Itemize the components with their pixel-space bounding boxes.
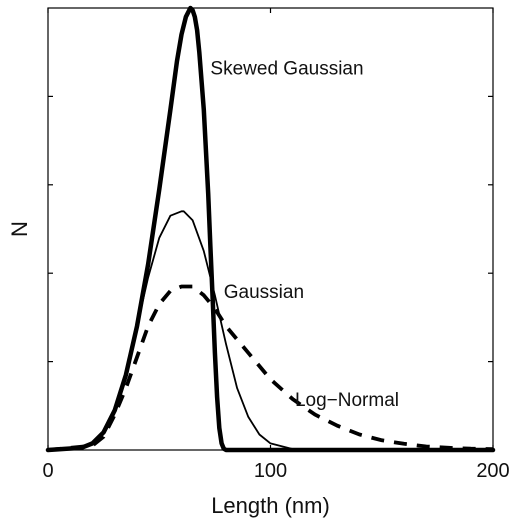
x-tick-label: 0 <box>42 460 53 482</box>
curve-annotation: Log−Normal <box>295 390 399 411</box>
x-axis-label: Length (nm) <box>211 493 330 518</box>
series-line-log-normal <box>47 284 494 452</box>
curve-annotations: Skewed Gaussian Gaussian Log−Normal <box>210 59 399 412</box>
series-line-gaussian <box>47 210 494 451</box>
x-tick-labels: 0 100 200 <box>42 460 509 482</box>
curve-annotation: Skewed Gaussian <box>210 59 363 80</box>
x-tick-label: 100 <box>254 460 287 482</box>
curve-annotation: Gaussian <box>224 282 304 303</box>
axis-ticks <box>47 8 494 450</box>
series-layer <box>45 5 496 453</box>
x-tick-label: 200 <box>476 460 509 482</box>
y-axis-label: N <box>7 221 32 237</box>
